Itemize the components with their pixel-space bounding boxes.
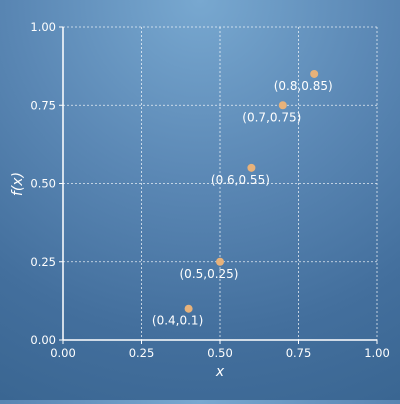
data-point-0 [184,304,193,313]
x-tick-label-3: 0.75 [286,346,312,360]
y-tick-label-3: 0.75 [30,98,56,112]
data-point-2 [247,163,256,172]
y-tick-label-4: 1.00 [30,20,56,34]
data-label-2: (0.6,0.55) [211,173,270,187]
data-point-3 [278,101,287,110]
tick-labels: 0.00 0.25 0.50 0.75 1.00 0.00 0.25 0.50 0.75 1.00 [30,20,389,360]
data-points [184,69,319,313]
x-tick-label-0: 0.00 [50,346,76,360]
x-tick-label-4: 1.00 [364,346,390,360]
y-tick-label-2: 0.50 [30,177,56,191]
data-label-1: (0.5,0.25) [180,267,239,281]
y-axis-label: f(x) [10,172,26,196]
data-label-3: (0.7,0.75) [242,110,301,124]
data-point-1 [216,257,224,266]
y-tick-label-1: 0.25 [30,255,56,269]
x-axis-label: x [215,364,225,380]
data-labels: (0.4,0.1) (0.5,0.25) (0.6,0.55) (0.7,0.75) (… [152,79,333,328]
x-tick-label-1: 0.25 [129,346,155,360]
data-label-0: (0.4,0.1) [152,314,203,328]
x-tick-label-2: 0.50 [207,346,233,360]
y-tick-label-0: 0.00 [30,333,56,347]
data-point-4 [310,69,319,78]
data-label-4: (0.8,0.85) [274,79,333,93]
